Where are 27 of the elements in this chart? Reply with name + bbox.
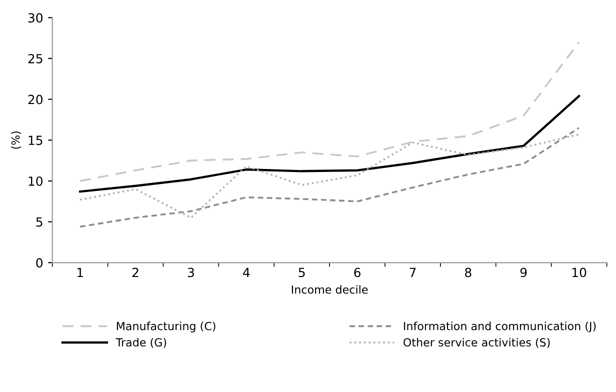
y-tick-label: 20 [28,94,42,104]
line-series [79,41,580,182]
x-tick-label: 5 [298,268,305,278]
legend-label: Manufacturing (C) [116,322,216,332]
x-tick-label: 7 [410,268,416,277]
legend-label: Information and communication (J) [404,322,596,332]
y-tick-label: 30 [28,13,42,23]
legend-label: Trade (G) [116,338,166,348]
x-tick-label: 6 [354,268,360,278]
line-series [78,94,580,193]
y-tick-label: 5 [36,217,42,227]
line-series [79,126,580,228]
x-tick-label: 10 [572,268,586,278]
x-tick-label: 4 [243,268,250,277]
x-tick-label: 3 [188,268,194,278]
x-tick-label: 9 [520,268,527,278]
x-tick-label: 2 [132,268,138,277]
y-tick-label: 0 [36,258,42,268]
line-series [79,134,580,219]
y-tick-label: 25 [28,54,42,64]
y-tick-label: 15 [28,136,42,146]
x-tick-label: 1 [77,268,83,277]
y-axis-title: (%) [11,131,22,149]
x-tick-label: 8 [465,268,472,278]
x-axis-title: Income decile [292,285,368,294]
legend-label: Other service activities (S) [404,338,550,348]
y-tick-label: 10 [28,176,42,186]
